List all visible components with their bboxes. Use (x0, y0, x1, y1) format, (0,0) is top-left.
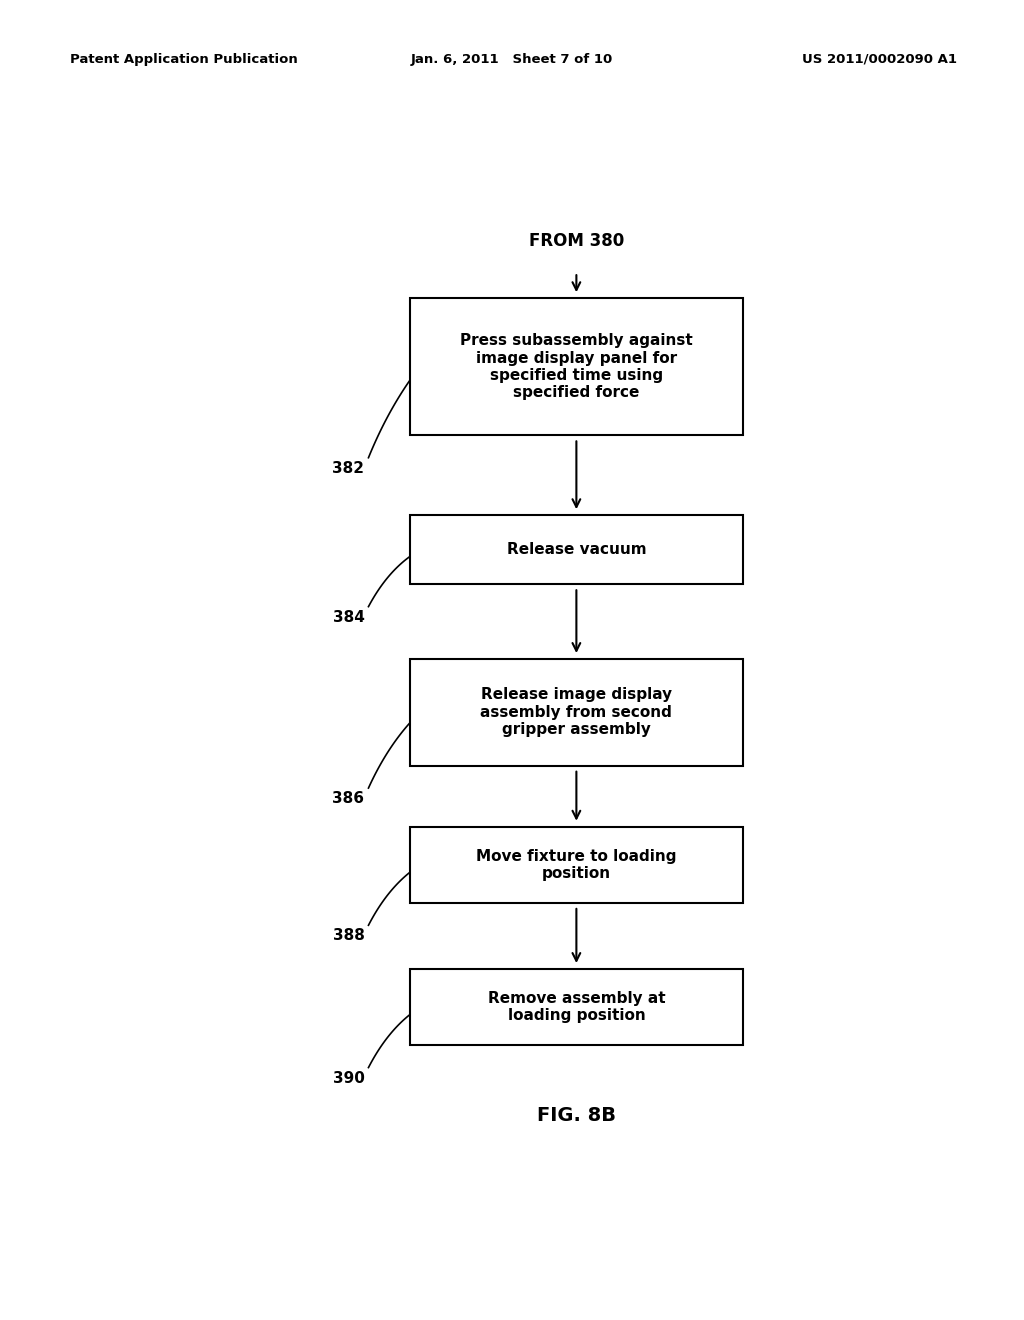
Text: Remove assembly at
loading position: Remove assembly at loading position (487, 991, 666, 1023)
Text: FROM 380: FROM 380 (528, 232, 624, 249)
Bar (410, 969, 743, 1045)
Text: Release vacuum: Release vacuum (507, 543, 646, 557)
Bar (410, 515, 743, 585)
Text: 386: 386 (333, 791, 365, 807)
Text: FIG. 8B: FIG. 8B (537, 1106, 615, 1126)
Text: 388: 388 (333, 928, 365, 944)
Text: Jan. 6, 2011   Sheet 7 of 10: Jan. 6, 2011 Sheet 7 of 10 (411, 53, 613, 66)
Bar (410, 826, 743, 903)
Text: Patent Application Publication: Patent Application Publication (70, 53, 297, 66)
Bar (410, 659, 743, 766)
Text: 382: 382 (333, 461, 365, 475)
Text: Release image display
assembly from second
gripper assembly: Release image display assembly from seco… (480, 688, 673, 738)
Text: Move fixture to loading
position: Move fixture to loading position (476, 849, 677, 880)
Text: US 2011/0002090 A1: US 2011/0002090 A1 (803, 53, 957, 66)
Bar (410, 298, 743, 436)
Text: 390: 390 (333, 1071, 365, 1085)
Text: 384: 384 (333, 610, 365, 624)
Text: Press subassembly against
image display panel for
specified time using
specified: Press subassembly against image display … (460, 333, 693, 400)
